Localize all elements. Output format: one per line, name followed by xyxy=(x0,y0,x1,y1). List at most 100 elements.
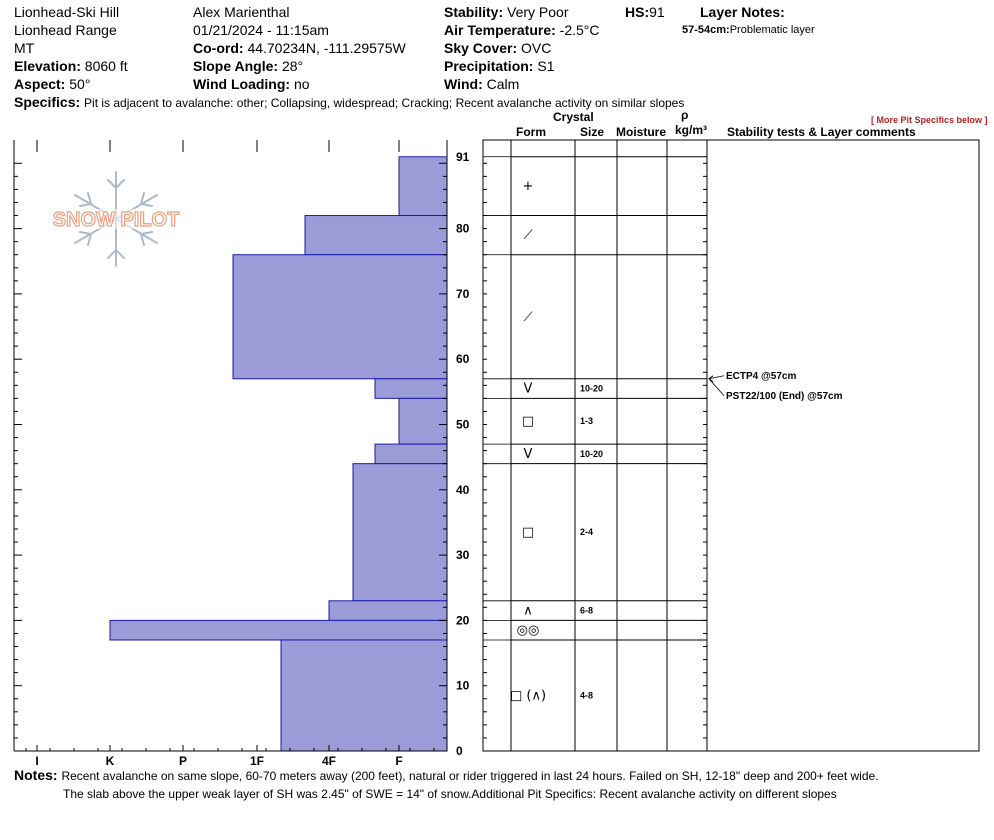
hs-label: HS: xyxy=(625,4,650,20)
state-name: MT xyxy=(14,40,35,56)
form-header: Form xyxy=(516,125,546,139)
layer-note-text: Problematic layer xyxy=(729,24,815,36)
moisture-header: Moisture xyxy=(616,125,667,139)
specifics-row: Specifics: Pit is adjacent to avalanche:… xyxy=(14,94,684,110)
specifics-label: Specifics: xyxy=(14,94,81,110)
wind-loading-value: no xyxy=(293,76,310,92)
depth-tick-10: 10 xyxy=(456,679,470,693)
hardness-bar-1 xyxy=(398,156,448,217)
coord-row: Co-ord: 44.70234N, -111.29575W xyxy=(193,40,406,56)
precip-value: S1 xyxy=(537,58,555,74)
depth-tick-91: 91 xyxy=(456,150,470,164)
crystal-form-6: V xyxy=(524,447,533,462)
crystal-header: Crystal xyxy=(553,110,594,124)
hardness-tick-I: I xyxy=(35,754,38,768)
hardness-bar-7 xyxy=(352,463,448,602)
coord-label: Co-ord: xyxy=(193,40,244,56)
hardness-bar-10 xyxy=(280,639,448,752)
stability-tests-header: Stability tests & Layer comments xyxy=(727,125,916,139)
precip-row: Precipitation: S1 xyxy=(444,58,554,74)
hardness-bar-5 xyxy=(398,397,448,445)
hardness-bar-4 xyxy=(374,378,448,399)
wind-loading-label: Wind Loading: xyxy=(193,76,291,92)
crystal-size-7: 2-4 xyxy=(580,527,593,537)
hardness-bar-6 xyxy=(374,443,448,465)
wind-value: Calm xyxy=(486,76,520,92)
test-leader-2 xyxy=(708,378,725,397)
air-temp-value: -2.5°C xyxy=(559,22,600,38)
depth-tick-40: 40 xyxy=(456,483,470,497)
stability-test-1: ECTP4 @57cm xyxy=(726,371,796,382)
wind-label: Wind: xyxy=(444,76,483,92)
notes-row: Notes: Recent avalanche on same slope, 6… xyxy=(14,767,879,783)
layer-note-range: 57-54cm: xyxy=(682,24,730,36)
crystal-form-9: ◎◎ xyxy=(517,623,540,638)
elevation-value: 8060 ft xyxy=(84,58,128,74)
logo-text: SNOW PILOT xyxy=(53,209,180,231)
sky-label: Sky Cover: xyxy=(444,40,518,56)
depth-tick-80: 80 xyxy=(456,222,470,236)
observation-datetime: 01/21/2024 - 11:15am xyxy=(193,22,329,38)
hardness-tick-1F: 1F xyxy=(250,754,264,768)
air-temp-row: Air Temperature: -2.5°C xyxy=(444,22,600,38)
stability-row: Stability: Very Poor xyxy=(444,4,569,20)
depth-tick-60: 60 xyxy=(456,352,470,366)
notes-line-1: Recent avalanche on same slope, 60-70 me… xyxy=(61,769,879,783)
hardness-tick-4F: 4F xyxy=(322,754,336,768)
location-name: Lionhead-Ski Hill xyxy=(14,4,120,20)
test-leader-1 xyxy=(708,375,725,380)
slope-row: Slope Angle: 28° xyxy=(193,58,303,74)
hardness-tick-K: K xyxy=(106,754,115,768)
hs-row: HS:91 xyxy=(625,4,665,20)
layer-notes-label: Layer Notes: xyxy=(700,4,785,20)
snowflake-icon: SNOW PILOT xyxy=(38,171,194,267)
crystal-size-5: 1-3 xyxy=(580,416,593,426)
hardness-bar-3 xyxy=(232,254,448,380)
crystal-size-6: 10-20 xyxy=(580,449,603,459)
notes-line-2: The slab above the upper weak layer of S… xyxy=(63,787,837,801)
crystal-size-10: 4-8 xyxy=(580,690,593,700)
elevation-row: Elevation: 8060 ft xyxy=(14,58,128,74)
stability-test-2: PST22/100 (End) @57cm xyxy=(726,391,843,402)
layer-table-frame xyxy=(482,139,980,752)
test-arrow-2 xyxy=(708,375,714,383)
stability-value: Very Poor xyxy=(507,4,569,20)
sky-row: Sky Cover: OVC xyxy=(444,40,551,56)
air-temp-label: Air Temperature: xyxy=(444,22,556,38)
sky-value: OVC xyxy=(521,40,552,56)
density-unit: kg/m³ xyxy=(675,123,708,137)
crystal-form-3: ⟋ xyxy=(523,310,533,325)
crystal-form-7: □ xyxy=(522,525,534,540)
size-header: Size xyxy=(580,125,605,139)
hardness-bar-9 xyxy=(109,619,448,641)
crystal-form-2: ⟋ xyxy=(523,228,533,243)
specifics-text: Pit is adjacent to avalanche: other; Col… xyxy=(84,96,685,110)
wind-row: Wind: Calm xyxy=(444,76,519,92)
crystal-form-4: V xyxy=(524,382,533,397)
precip-label: Precipitation: xyxy=(444,58,534,74)
coord-value: 44.70234N, -111.29575W xyxy=(247,40,406,56)
depth-tick-20: 20 xyxy=(456,613,470,627)
crystal-form-8: ∧ xyxy=(523,604,533,619)
snowpilot-logo: SNOW PILOT xyxy=(36,168,196,272)
aspect-row: Aspect: 50° xyxy=(14,76,90,92)
slope-value: 28° xyxy=(281,58,304,74)
depth-tick-50: 50 xyxy=(456,418,470,432)
slope-label: Slope Angle: xyxy=(193,58,279,74)
depth-tick-0: 0 xyxy=(456,744,463,758)
stability-label: Stability: xyxy=(444,4,504,20)
hardness-bar-2 xyxy=(304,215,448,256)
hardness-bar-8 xyxy=(328,600,448,621)
crystal-size-8: 6-8 xyxy=(580,606,593,616)
notes-label: Notes: xyxy=(14,767,58,783)
hardness-tick-P: P xyxy=(179,754,187,768)
crystal-form-10: □ (∧) xyxy=(510,688,546,703)
depth-tick-70: 70 xyxy=(456,287,470,301)
more-specifics-link[interactable]: [ More Pit Specifics below ] xyxy=(871,115,988,125)
layer-note: 57-54cm:Problematic layer xyxy=(682,24,815,37)
aspect-value: 50° xyxy=(69,76,91,92)
crystal-form-1: + xyxy=(523,179,534,194)
range-name: Lionhead Range xyxy=(14,22,117,38)
elevation-label: Elevation: xyxy=(14,58,81,74)
